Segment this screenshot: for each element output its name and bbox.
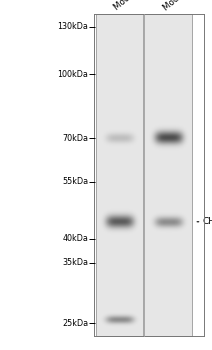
Text: 25kDa: 25kDa — [62, 319, 88, 328]
Text: 55kDa: 55kDa — [62, 177, 88, 186]
Text: 100kDa: 100kDa — [57, 70, 88, 78]
Text: Mouse eye: Mouse eye — [113, 0, 154, 12]
Bar — [96, 14, 143, 336]
Bar — [144, 14, 192, 336]
Text: 40kDa: 40kDa — [63, 234, 88, 243]
Text: 70kDa: 70kDa — [62, 134, 88, 143]
Text: CHMP7: CHMP7 — [203, 217, 212, 226]
Text: 130kDa: 130kDa — [57, 22, 88, 32]
Text: Mouse brain: Mouse brain — [162, 0, 208, 12]
Text: 35kDa: 35kDa — [62, 258, 88, 267]
